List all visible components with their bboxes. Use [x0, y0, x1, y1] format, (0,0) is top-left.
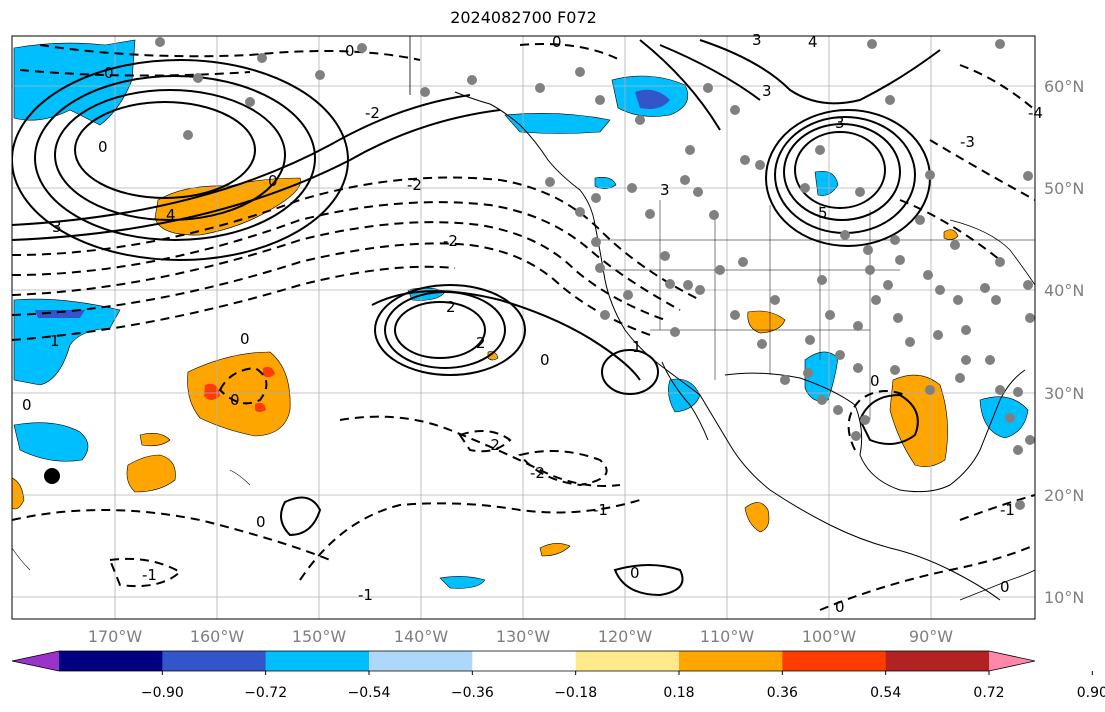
- contour-label: 0: [22, 396, 32, 414]
- lon-label-140w: 140°W: [394, 627, 449, 646]
- contour-label: 3: [835, 114, 845, 132]
- colorbar-tick-label: −0.18: [554, 685, 597, 701]
- colorbar-segment: [679, 651, 783, 671]
- colorbar-tick-label: 0.90: [1077, 685, 1105, 701]
- map-title: 2024082700 F072: [450, 8, 597, 27]
- colorbar-extend-low: [12, 651, 59, 671]
- latitude-labels: 60°N 50°N 40°N 30°N 20°N 10°N: [1044, 77, 1084, 607]
- contour-label: 4: [808, 33, 818, 51]
- contour-label: -2: [443, 232, 458, 250]
- contour-label: -1: [593, 501, 608, 519]
- contour-label: 3: [660, 181, 670, 199]
- contour-label: -1: [142, 566, 157, 584]
- colorbar-segment: [575, 651, 680, 671]
- contour-label: 0: [835, 598, 845, 616]
- contour-label: 0: [240, 330, 250, 348]
- contour-label: 2: [446, 298, 456, 316]
- colorbar-extend-high: [989, 651, 1035, 671]
- map-background: [12, 36, 1035, 619]
- contour-label: -1: [1000, 501, 1015, 519]
- colorbar-segment: [782, 651, 887, 671]
- lon-label-100w: 100°W: [802, 627, 857, 646]
- colorbar-segment: [369, 651, 473, 671]
- colorbar-tick-label: −0.72: [244, 685, 287, 701]
- colorbar-segment: [265, 651, 370, 671]
- lat-label-40n: 40°N: [1044, 281, 1084, 300]
- colorbar-tick-label: −0.54: [348, 685, 391, 701]
- lon-label-150w: 150°W: [292, 627, 347, 646]
- station-marker: [44, 468, 60, 484]
- longitude-labels: 170°W 160°W 150°W 140°W 130°W 120°W 110°…: [88, 627, 953, 646]
- contour-label: 0: [1000, 578, 1010, 596]
- contour-label: -2: [407, 176, 422, 194]
- contour-label: -2: [530, 464, 545, 482]
- contour-label: 5: [818, 204, 828, 222]
- colorbar-tick-label: −0.36: [451, 685, 494, 701]
- lon-label-160w: 160°W: [190, 627, 245, 646]
- lon-label-90w: 90°W: [909, 627, 953, 646]
- contour-label: 0: [104, 64, 114, 82]
- colorbar-segment: [472, 651, 577, 671]
- lat-label-30n: 30°N: [1044, 384, 1084, 403]
- colorbar-segment: [59, 651, 163, 671]
- lon-label-120w: 120°W: [598, 627, 653, 646]
- contour-label: -1: [358, 586, 373, 604]
- colorbar-tick-label: −0.90: [141, 685, 184, 701]
- colorbar-tick-label: 0.18: [663, 685, 694, 701]
- contour-label: 3: [752, 31, 762, 49]
- colorbar-tick-label: 0.54: [870, 685, 901, 701]
- contour-label: 0: [552, 33, 562, 51]
- lat-label-60n: 60°N: [1044, 77, 1084, 96]
- contour-label: -2: [365, 104, 380, 122]
- contour-label: 1: [50, 332, 60, 350]
- contour-label: 1: [632, 338, 642, 356]
- contour-label: 2: [476, 334, 486, 352]
- contour-label: -2: [485, 436, 500, 454]
- contour-label: 3: [52, 218, 62, 236]
- lat-label-50n: 50°N: [1044, 179, 1084, 198]
- contour-label: 0: [870, 372, 880, 390]
- contour-labels: 0 -2 -2 -2 2 2 0 1 -2 -2 -1 0 0 3 4 0 0 …: [22, 31, 1043, 616]
- contour-label: 0: [630, 564, 640, 582]
- contour-label: 0: [256, 513, 266, 531]
- lon-label-170w: 170°W: [88, 627, 143, 646]
- colorbar: −0.90 −0.72 −0.54 −0.36 −0.18 0.18 0.36 0.54 0.7…: [11, 650, 1105, 701]
- colorbar-tick-label: 0.36: [767, 685, 798, 701]
- contour-label: 0: [540, 351, 550, 369]
- colorbar-outline: [11, 650, 1036, 672]
- lat-label-20n: 20°N: [1044, 486, 1084, 505]
- map-frame: [11, 35, 1036, 620]
- map-contents: [12, 36, 1035, 619]
- contour-label: 0: [98, 138, 108, 156]
- lon-label-110w: 110°W: [700, 627, 755, 646]
- lon-label-130w: 130°W: [496, 627, 551, 646]
- contour-label: 0: [230, 391, 240, 409]
- contour-label: 0: [345, 42, 355, 60]
- significance-dots: [155, 37, 1035, 510]
- contour-label: 4: [166, 206, 176, 224]
- contour-label: -3: [960, 133, 975, 151]
- colorbar-tick-label: 0.72: [973, 685, 1004, 701]
- colorbar-segment: [885, 651, 990, 671]
- lat-label-10n: 10°N: [1044, 588, 1084, 607]
- gridlines: [12, 36, 1035, 619]
- negative-contours: [12, 43, 1035, 611]
- contour-label: 3: [762, 82, 772, 100]
- colorbar-segment: [162, 651, 267, 671]
- contour-label: 0: [268, 172, 278, 190]
